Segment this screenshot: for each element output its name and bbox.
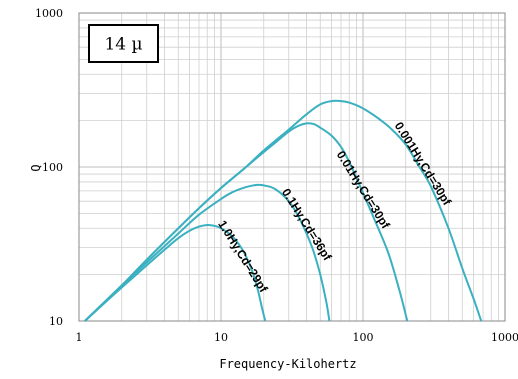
- series-line-1: [84, 183, 331, 322]
- badge-box: [88, 24, 159, 63]
- x-tick-labels: 1 10 100 1000: [76, 331, 518, 344]
- y-tick-labels: 10 100 1000: [35, 7, 63, 328]
- series-line-2: [84, 122, 409, 322]
- curve-labels: 1.0Hy,Cd=29pf 0.1Hy,Cd=36pf 0.01Hy,Cd=30pf…: [215, 119, 454, 295]
- y-tick-label: 100: [42, 161, 63, 174]
- x-tick-label: 1000: [491, 331, 518, 344]
- series-label-3: 0.001Hy,Cd=30pf: [392, 119, 455, 208]
- badge-text: 14 µ: [104, 35, 142, 55]
- badge: 14 µ: [88, 24, 159, 63]
- x-axis-title: Frequency-Kilohertz: [219, 357, 356, 371]
- series-label-0: 1.0Hy,Cd=29pf: [215, 218, 271, 296]
- y-tick-label: 1000: [35, 7, 63, 20]
- series-label-1: 0.1Hy,Cd=36pf: [279, 186, 335, 264]
- y-axis-title: Q: [29, 164, 43, 171]
- x-tick-label: 100: [353, 331, 374, 344]
- plot-border: [78, 12, 506, 322]
- series-line-0: [84, 223, 267, 322]
- curves: [84, 99, 483, 322]
- series-line-3: [84, 99, 483, 322]
- x-tick-label: 10: [214, 331, 228, 344]
- x-tick-label: 1: [76, 331, 83, 344]
- y-tick-label: 10: [49, 315, 63, 328]
